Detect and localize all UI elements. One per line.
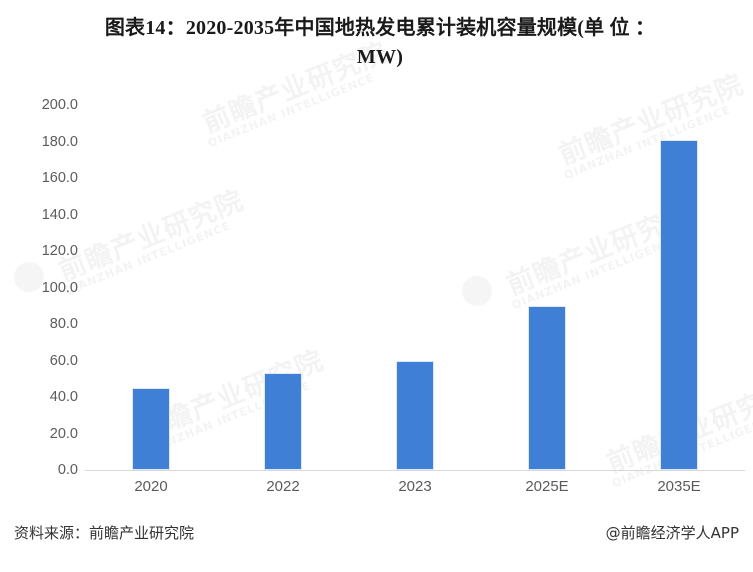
y-axis-tick-label: 120.0 (41, 243, 78, 259)
y-axis-tick-label: 100.0 (41, 279, 78, 296)
x-axis-tick-label: 2035E (657, 478, 701, 495)
y-axis-tick-label: 80.0 (49, 316, 78, 332)
bars-layer (85, 105, 745, 470)
x-axis-line (85, 470, 745, 471)
chart-title-line-1: 图表14：2020-2035年中国地热发电累计装机容量规模(单 位 ： (104, 17, 656, 39)
y-axis-tick-labels: 200.0 180.0 160.0 140.0 120.0 100.0 80.0 60.0 40… (0, 0, 78, 572)
x-axis-tick-label: 2022 (266, 478, 300, 495)
chart-title-line-2: MW) (356, 46, 404, 68)
y-axis-tick-label: 160.0 (41, 170, 78, 186)
bar[interactable] (528, 305, 566, 470)
y-axis-tick-label: 140.0 (41, 206, 78, 223)
y-axis-tick-label: 40.0 (49, 389, 78, 405)
y-axis-tick-label: 180.0 (41, 133, 78, 150)
y-axis-tick-label: 60.0 (49, 352, 78, 369)
y-axis-tick-label: 0.0 (57, 462, 78, 478)
bar[interactable] (660, 139, 698, 470)
x-axis-tick-label: 2023 (398, 478, 432, 495)
chart-title: 图表14：2020-2035年中国地热发电累计装机容量规模(单 位 ： MW) (30, 14, 730, 72)
bar[interactable] (132, 387, 170, 470)
x-axis-tick-label: 2020 (134, 478, 168, 495)
bar[interactable] (264, 373, 302, 470)
y-axis-tick-label: 200.0 (41, 97, 78, 113)
source-note: 资料来源：前瞻产业研究院 (14, 524, 195, 542)
y-axis-tick-label: 20.0 (49, 425, 78, 442)
brand-watermark-label: @前瞻经济学人APP (605, 524, 739, 542)
x-axis-tick-label: 2025E (525, 478, 569, 495)
x-axis-tick-labels: 2020 2022 2023 2025E 2035E (85, 478, 745, 504)
bar[interactable] (396, 360, 434, 470)
